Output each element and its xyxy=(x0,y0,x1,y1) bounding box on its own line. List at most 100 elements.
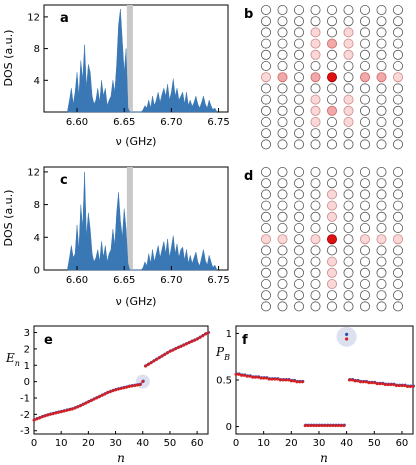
y-tick-label: 0.5 xyxy=(216,376,232,387)
lattice-site xyxy=(310,200,321,211)
lattice-site xyxy=(277,178,288,189)
data-point xyxy=(378,382,382,386)
lattice-site xyxy=(376,234,387,245)
lattice-site xyxy=(376,245,387,256)
highlight-point xyxy=(345,337,349,341)
lattice-site xyxy=(294,61,305,72)
data-point xyxy=(273,377,277,381)
data-point xyxy=(138,383,142,387)
data-point xyxy=(62,409,66,413)
lattice-site xyxy=(260,223,271,234)
lattice-site xyxy=(310,256,321,267)
data-point xyxy=(86,400,90,404)
lattice-site xyxy=(360,279,371,290)
energy-chart-e: 0 10 20 30 40 50 60 -3 -2 -1 0 1 2 3 e En n xyxy=(5,325,210,465)
lattice-site xyxy=(392,178,403,189)
lattice-site xyxy=(294,245,305,256)
lattice-site xyxy=(310,290,321,301)
lattice-site xyxy=(310,117,321,128)
lattice-site xyxy=(376,167,387,177)
lattice-site xyxy=(294,83,305,94)
lattice-site xyxy=(343,5,354,15)
lattice-site xyxy=(360,27,371,38)
lattice-site xyxy=(392,27,403,38)
lattice-site xyxy=(327,178,338,189)
y-tick-label: 0 xyxy=(34,266,40,277)
lattice-site xyxy=(260,234,271,245)
data-point xyxy=(389,383,393,387)
lattice-site xyxy=(327,16,338,27)
data-point xyxy=(262,376,266,380)
data-point xyxy=(350,378,354,382)
lattice-site xyxy=(327,211,338,222)
lattice-site xyxy=(343,128,354,139)
lattice-site xyxy=(260,49,271,60)
data-point xyxy=(130,384,134,388)
lattice-site xyxy=(277,38,288,49)
lattice-site xyxy=(343,290,354,301)
lattice-site xyxy=(310,223,321,234)
lattice-site xyxy=(310,267,321,278)
lattice-site xyxy=(260,211,271,222)
y-axis-label: DOS (a.u.) xyxy=(2,190,15,247)
lattice-site xyxy=(376,5,387,15)
y-tick-label: 1 xyxy=(226,329,232,340)
data-point xyxy=(240,373,244,377)
data-point xyxy=(381,382,385,386)
lattice-site xyxy=(294,256,305,267)
lattice-site xyxy=(260,128,271,139)
data-point xyxy=(331,424,335,428)
data-point xyxy=(259,376,263,380)
data-point xyxy=(358,380,362,384)
data-point xyxy=(295,380,299,384)
lattice-site xyxy=(392,234,403,245)
lattice-site xyxy=(376,178,387,189)
lattice-site xyxy=(310,211,321,222)
data-point xyxy=(372,381,376,385)
lattice-site xyxy=(277,128,288,139)
lattice-site xyxy=(376,61,387,72)
data-point xyxy=(173,347,177,351)
lattice-site xyxy=(376,83,387,94)
y-axis-label: En xyxy=(5,351,20,368)
data-point xyxy=(408,385,412,389)
data-point xyxy=(73,406,77,410)
data-point xyxy=(278,378,282,382)
lattice-site xyxy=(327,189,338,200)
lattice-site xyxy=(310,61,321,72)
data-point xyxy=(270,377,274,381)
lattice-site xyxy=(327,267,338,278)
data-point xyxy=(133,384,137,388)
lattice-map-d: d xyxy=(244,167,403,312)
lattice-site xyxy=(360,200,371,211)
x-tick-label: 50 xyxy=(368,438,381,449)
lattice-site xyxy=(343,83,354,94)
lattice-site xyxy=(294,234,305,245)
lattice-site xyxy=(260,279,271,290)
data-point xyxy=(367,381,371,385)
lattice-site xyxy=(277,189,288,200)
highlight-band xyxy=(126,5,133,112)
data-point xyxy=(394,384,398,388)
lattice-site xyxy=(260,38,271,49)
lattice-site xyxy=(343,211,354,222)
data-point xyxy=(89,399,93,403)
lattice-site xyxy=(392,189,403,200)
lattice-site xyxy=(310,5,321,15)
data-point xyxy=(287,378,291,382)
data-point xyxy=(37,416,41,420)
data-point xyxy=(103,392,107,396)
y-axis-symbol: P xyxy=(215,345,225,359)
x-tick-label: 0 xyxy=(31,438,37,449)
lattice-site xyxy=(343,189,354,200)
lattice-site xyxy=(294,117,305,128)
lattice-site xyxy=(343,234,354,245)
lattice-site xyxy=(327,223,338,234)
lattice-site xyxy=(360,49,371,60)
lattice-site xyxy=(327,117,338,128)
x-tick-label: 10 xyxy=(257,438,270,449)
lattice-site xyxy=(360,139,371,150)
lattice-site xyxy=(360,94,371,105)
data-point xyxy=(361,380,365,384)
data-point xyxy=(160,354,164,358)
